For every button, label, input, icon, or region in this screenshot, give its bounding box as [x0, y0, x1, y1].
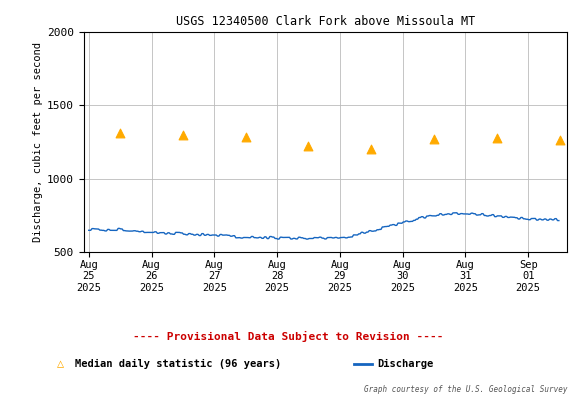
- Point: [366, 146, 376, 152]
- Title: USGS 12340500 Clark Fork above Missoula MT: USGS 12340500 Clark Fork above Missoula …: [176, 15, 475, 28]
- Point: [429, 136, 438, 142]
- Y-axis label: Discharge, cubic feet per second: Discharge, cubic feet per second: [33, 42, 43, 242]
- Text: Median daily statistic (96 years): Median daily statistic (96 years): [75, 359, 281, 369]
- Point: [555, 137, 564, 143]
- Point: [304, 142, 313, 149]
- Text: Graph courtesy of the U.S. Geological Survey: Graph courtesy of the U.S. Geological Su…: [364, 385, 567, 394]
- Point: [179, 132, 188, 138]
- Point: [116, 130, 125, 136]
- Text: △: △: [57, 358, 64, 370]
- Text: Discharge: Discharge: [377, 359, 434, 369]
- Point: [241, 134, 251, 140]
- Text: ---- Provisional Data Subject to Revision ----: ---- Provisional Data Subject to Revisio…: [132, 330, 444, 342]
- Point: [492, 134, 501, 141]
